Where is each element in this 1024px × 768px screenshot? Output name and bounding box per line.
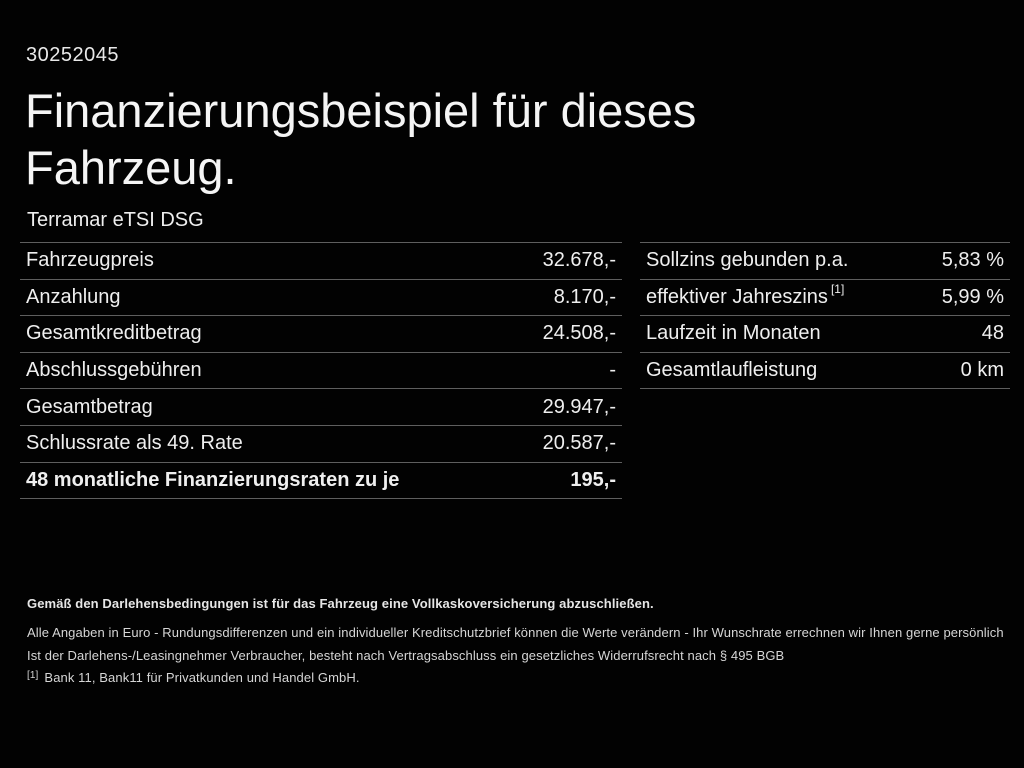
row-label: Gesamtkreditbetrag: [26, 322, 202, 345]
row-value: 195,-: [570, 468, 616, 491]
table-row: effektiver Jahreszins [1] 5,99 %: [640, 278, 1010, 316]
table-row: Schlussrate als 49. Rate 20.587,-: [20, 424, 622, 462]
page-title: Finanzierungsbeispiel für dieses Fahrzeug…: [25, 82, 696, 196]
row-label: Gesamtlaufleistung: [646, 359, 818, 382]
withdrawal-right-note: Ist der Darlehens-/Leasingnehmer Verbrau…: [27, 648, 785, 663]
table-row-monthly-rate: 48 monatliche Finanzierungsraten zu je 1…: [20, 461, 622, 499]
table-row: Gesamtbetrag 29.947,-: [20, 388, 622, 425]
bank-footnote-text: Bank 11, Bank11 für Privatkunden und Han…: [44, 670, 360, 685]
row-value: 5,83 %: [941, 249, 1004, 272]
page-title-line2: Fahrzeug.: [25, 141, 237, 194]
insurance-note: Gemäß den Darlehensbedingungen ist für d…: [27, 596, 654, 611]
row-value: -: [609, 359, 616, 382]
row-value: 20.587,-: [542, 432, 616, 455]
financing-costs-table: Fahrzeugpreis 32.678,- Anzahlung 8.170,-…: [20, 242, 622, 500]
row-value: 48: [981, 322, 1004, 345]
values-disclaimer-note: Alle Angaben in Euro - Rundungsdifferenz…: [27, 625, 1004, 640]
offer-id: 30252045: [26, 44, 119, 66]
bank-footnote: [1] Bank 11, Bank11 für Privatkunden und …: [27, 670, 1004, 685]
row-label: Abschlussgebühren: [26, 359, 202, 382]
row-value: 32.678,-: [542, 249, 616, 272]
table-row: Laufzeit in Monaten 48: [640, 315, 1010, 352]
row-label: Sollzins gebunden p.a.: [646, 249, 849, 272]
table-row: Anzahlung 8.170,-: [20, 278, 622, 316]
row-label: Gesamtbetrag: [26, 395, 153, 418]
table-row: Gesamtkreditbetrag 24.508,-: [20, 315, 622, 352]
financing-conditions-table: Sollzins gebunden p.a. 5,83 % effektiver…: [640, 242, 1010, 390]
row-value: 0 km: [960, 359, 1004, 382]
table-row: Sollzins gebunden p.a. 5,83 %: [640, 242, 1010, 279]
row-value: 5,99 %: [941, 285, 1004, 308]
table-row: Abschlussgebühren -: [20, 351, 622, 389]
footnote-marker: [1]: [27, 670, 39, 681]
vehicle-name: Terramar eTSI DSG: [27, 209, 204, 231]
row-label: Laufzeit in Monaten: [646, 322, 821, 345]
row-label: Schlussrate als 49. Rate: [26, 432, 243, 455]
row-value: 29.947,-: [542, 395, 616, 418]
page-title-line1: Finanzierungsbeispiel für dieses: [25, 84, 697, 137]
row-label: Anzahlung: [26, 285, 121, 308]
table-row: Gesamtlaufleistung 0 km: [640, 351, 1010, 389]
table-row: Fahrzeugpreis 32.678,-: [20, 242, 622, 279]
row-label: Fahrzeugpreis: [26, 249, 154, 272]
row-value: 8.170,-: [553, 285, 616, 308]
footnote-ref-marker: [1]: [830, 282, 845, 297]
row-value: 24.508,-: [542, 322, 616, 345]
row-label: effektiver Jahreszins [1]: [646, 282, 845, 308]
row-label: 48 monatliche Finanzierungsraten zu je: [26, 468, 400, 491]
